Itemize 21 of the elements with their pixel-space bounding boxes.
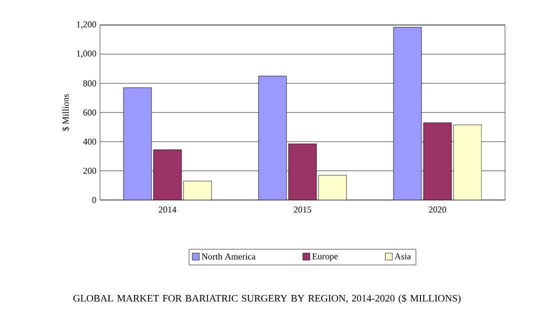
bar	[288, 144, 317, 200]
y-tick-label: 200	[83, 168, 96, 174]
x-tick-label: 2014	[158, 206, 176, 213]
bar	[258, 76, 287, 200]
legend-label: Asia	[394, 253, 411, 260]
legend-label: North America	[202, 253, 256, 260]
y-tick-label: 400	[83, 138, 96, 145]
y-tick-label: 800	[83, 80, 96, 86]
bar	[153, 149, 182, 200]
text: GLOBAL MARKET FOR BARIATRIC SURGERY BY REGION, 2014-2020 ($ MILLIONS)	[73, 294, 461, 304]
y-tick-label: 0	[92, 196, 96, 204]
bar	[123, 88, 152, 200]
legend-label: Europe	[312, 253, 338, 262]
x-tick-label: 2020	[428, 206, 446, 213]
y-tick-label: 1,000	[77, 50, 96, 58]
y-tick-label: 1,200	[77, 21, 96, 29]
x-tick-label: 2015	[294, 206, 312, 213]
y-tick-label: 600	[83, 109, 96, 116]
bar	[423, 122, 452, 200]
y-axis-title: $ Millions	[62, 94, 70, 131]
bar	[393, 26, 422, 200]
